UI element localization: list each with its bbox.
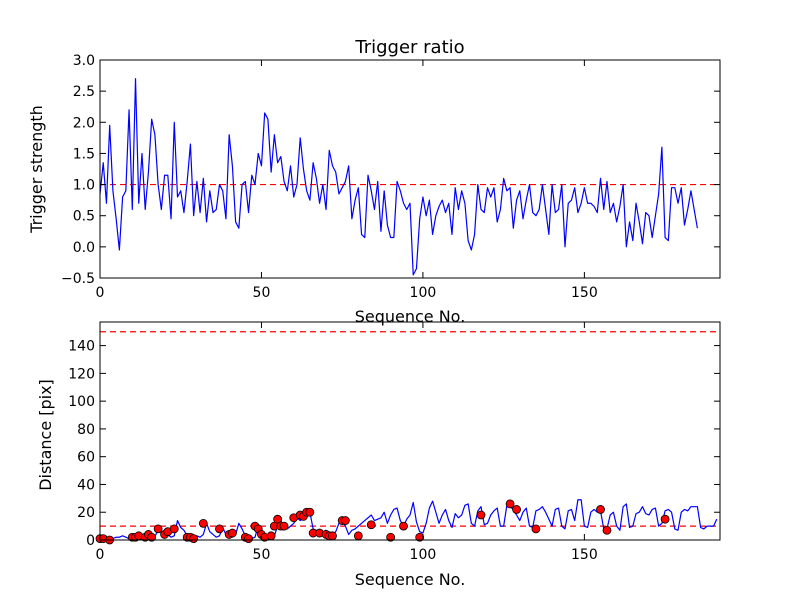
y-tick-label: 1.0 — [73, 178, 95, 194]
data-point-marker — [399, 521, 408, 531]
y-tick-label: 100 — [68, 394, 95, 410]
y-tick-label: 120 — [68, 366, 95, 382]
y-tick-label: 140 — [68, 339, 95, 355]
data-point-marker — [328, 531, 337, 541]
data-point-marker — [189, 534, 199, 544]
y-axis-label: Trigger strength — [27, 105, 46, 234]
data-point-marker — [244, 534, 253, 544]
data-point-marker — [153, 524, 163, 534]
data-point-marker — [279, 521, 289, 531]
data-point-marker — [353, 531, 363, 541]
y-tick-label: −0.5 — [61, 271, 95, 287]
data-point-marker — [341, 516, 350, 525]
y-tick-label: 40 — [77, 477, 95, 493]
x-axis-label: Sequence No. — [355, 307, 466, 326]
x-axis-label: Sequence No. — [355, 570, 466, 589]
data-point-marker — [386, 532, 396, 542]
x-tick-label: 150 — [571, 285, 598, 301]
series-line — [99, 78, 698, 276]
series-line — [99, 499, 718, 540]
y-tick-label: 0.5 — [73, 209, 95, 225]
y-tick-label: 2.0 — [73, 115, 95, 131]
plot-area: 0 50 100 150 0 20 40 60 80 100 120 140 — [68, 321, 721, 563]
data-point-marker — [366, 520, 376, 530]
y-tick-label: 2.5 — [73, 84, 95, 100]
y-tick-label: 3.0 — [73, 53, 95, 69]
data-point-marker — [147, 532, 157, 542]
data-point-marker — [512, 505, 521, 514]
data-point-marker — [227, 528, 237, 538]
chart-title: Trigger ratio — [354, 37, 464, 58]
data-point-marker — [169, 524, 179, 534]
x-tick-label: 50 — [253, 285, 271, 301]
data-point-marker — [476, 510, 486, 520]
axes-frame — [99, 59, 721, 279]
data-point-marker — [602, 525, 612, 535]
y-axis-label: Distance [pix] — [36, 379, 55, 491]
plot-area: 0 50 100 150 −0.5 0.0 0.5 1.0 1.5 2.0 2.5 3.0 — [61, 53, 721, 301]
y-tick-label: 60 — [77, 450, 95, 466]
x-tick-label: 100 — [410, 285, 437, 301]
data-point-marker — [198, 518, 208, 528]
x-tick-label: 0 — [96, 547, 105, 563]
y-tick-label: 1.5 — [73, 146, 95, 162]
x-tick-label: 0 — [96, 285, 105, 301]
data-point-marker — [505, 499, 515, 509]
x-tick-label: 150 — [571, 547, 598, 563]
y-tick-label: 80 — [77, 422, 95, 438]
data-point-marker — [660, 514, 670, 524]
data-point-marker — [531, 524, 541, 534]
axes-frame — [99, 321, 721, 541]
data-point-marker — [415, 532, 425, 542]
data-point-marker — [215, 524, 224, 534]
distance-chart: Distance [pix] Sequence No. 0 50 100 150 0 20… — [36, 321, 721, 589]
y-tick-label: 20 — [77, 505, 95, 521]
data-point-marker — [596, 505, 605, 514]
y-tick-label: 0.0 — [73, 240, 95, 256]
data-point-marker — [266, 531, 276, 541]
trigger-ratio-chart: Trigger ratio Trigger strength Sequence … — [27, 37, 721, 326]
y-tick-label: 0 — [86, 533, 95, 549]
x-tick-label: 50 — [253, 547, 271, 563]
x-tick-label: 100 — [410, 547, 437, 563]
data-point-marker — [305, 507, 315, 517]
